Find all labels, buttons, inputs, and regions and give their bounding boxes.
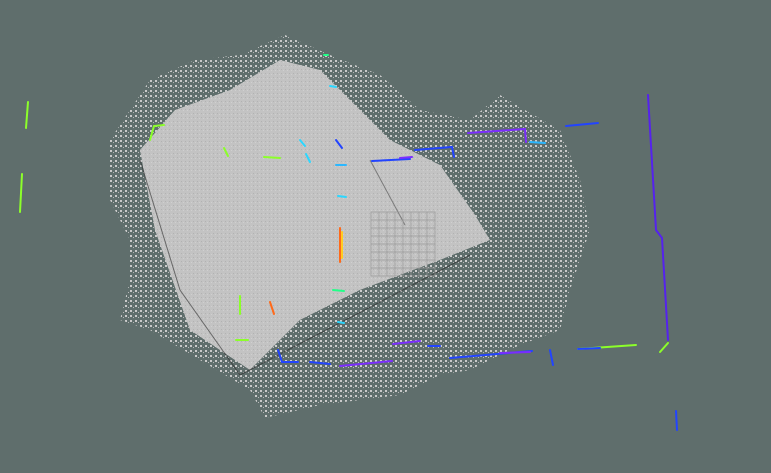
scan-segment: [647, 94, 669, 341]
scan-segment: [263, 156, 281, 159]
scan-segment: [277, 349, 299, 363]
mapped-area: [140, 60, 490, 370]
scan-segment: [299, 139, 306, 147]
scan-segment: [305, 153, 311, 163]
scan-segment: [329, 85, 337, 88]
scan-segment: [25, 101, 29, 129]
scan-segment: [332, 289, 345, 292]
reference-grid: [370, 211, 436, 277]
scan-segment: [399, 156, 413, 159]
scan-segment: [577, 347, 601, 350]
point-cloud-map: [110, 35, 590, 418]
scan-segment: [565, 122, 599, 127]
scan-segment: [414, 145, 455, 158]
scan-segment: [337, 195, 347, 198]
scan-segment: [549, 349, 554, 366]
scan-segment: [335, 139, 343, 149]
scan-segment: [467, 127, 527, 143]
scan-segment: [529, 141, 546, 144]
scan-segment: [675, 410, 678, 431]
scan-segment: [269, 301, 275, 315]
scan-segment: [392, 340, 421, 345]
laser-scan: [19, 54, 678, 431]
scan-segment: [339, 360, 393, 367]
scan-segment: [499, 351, 531, 354]
scan-segment: [371, 158, 411, 162]
scan-segment: [337, 321, 345, 324]
scan-segment: [149, 124, 165, 141]
scan-segment: [223, 147, 229, 157]
mapped-area-lower: [250, 240, 540, 385]
scan-segment: [659, 342, 669, 353]
scan-segment: [19, 173, 23, 213]
scan-segment: [309, 361, 331, 365]
